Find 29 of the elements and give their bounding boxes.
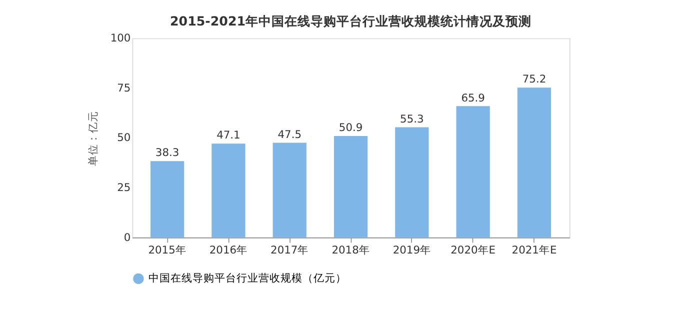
bar xyxy=(456,106,490,238)
x-tick-label: 2018年 xyxy=(332,243,370,256)
bar xyxy=(212,144,246,238)
y-tick-label: 75 xyxy=(117,81,131,94)
data-label: 38.3 xyxy=(155,146,180,160)
bar xyxy=(150,161,184,238)
data-label: 50.9 xyxy=(338,121,363,134)
y-tick-label: 25 xyxy=(117,180,131,194)
data-label: 47.5 xyxy=(278,128,302,141)
y-tick-label: 0 xyxy=(124,230,131,244)
x-tick-label: 2017年 xyxy=(270,243,309,256)
x-tick-label: 2020年E xyxy=(450,243,496,256)
bar xyxy=(334,136,368,238)
data-label: 75.2 xyxy=(522,72,546,86)
x-tick-label: 2019年 xyxy=(392,243,432,256)
x-tick-label: 2021年E xyxy=(512,243,557,256)
bar xyxy=(395,127,429,238)
y-tick-label: 50 xyxy=(117,131,131,144)
data-label: 55.3 xyxy=(400,112,424,126)
data-label: 65.9 xyxy=(461,91,486,104)
bar xyxy=(272,142,306,238)
y-axis-title: 单位：亿元 xyxy=(86,110,100,166)
y-tick-label: 100 xyxy=(110,32,131,45)
legend-label: 中国在线导购平台行业营收规模（亿元） xyxy=(148,272,347,285)
x-tick-label: 2015年 xyxy=(148,243,186,256)
x-tick-label: 2016年 xyxy=(209,243,248,256)
bar xyxy=(517,88,552,238)
data-label: 47.1 xyxy=(216,128,240,142)
chart-title: 2015-2021年中国在线导购平台行业营收规模统计情况及预测 xyxy=(170,14,532,29)
